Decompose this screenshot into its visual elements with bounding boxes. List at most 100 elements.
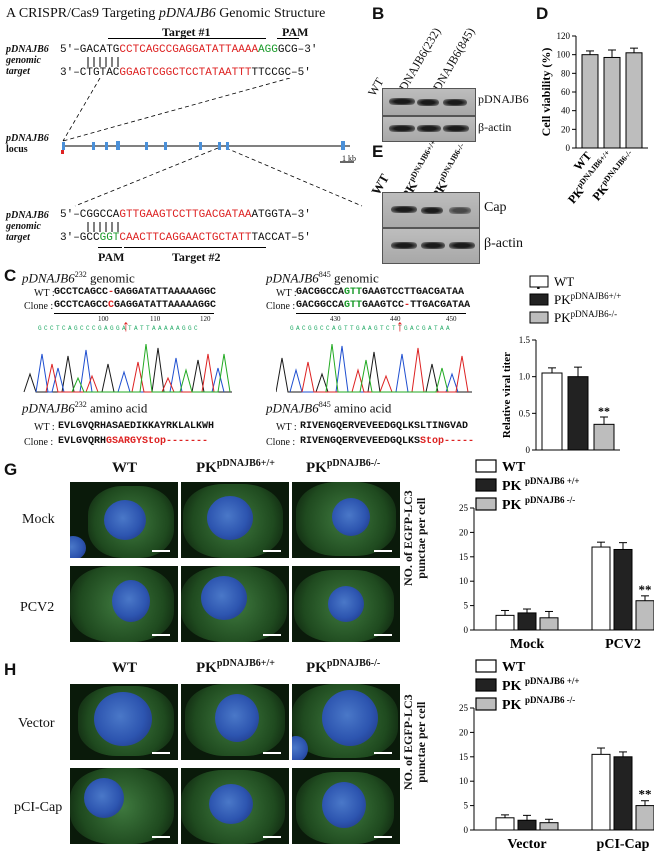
micrograph-g-wt-mock	[70, 482, 178, 558]
y-tick-label: 25	[459, 703, 469, 713]
bar	[495, 614, 515, 631]
legend-swatch	[529, 311, 549, 324]
h-col-2: PKpDNAJB6-/-	[306, 658, 381, 676]
micrograph-h-pk-ko-cap	[292, 768, 400, 844]
bar	[625, 52, 643, 149]
blot-e-row-label-1: Cap	[484, 200, 507, 215]
seq2-pair-ticks	[87, 222, 119, 232]
y-tick-label: 0	[526, 445, 531, 455]
blot-e-row-1	[382, 192, 480, 228]
c-right-underline	[296, 313, 466, 314]
x-tick-label: Mock	[510, 637, 544, 652]
c-left-tick-0: 100	[98, 315, 109, 323]
bar	[635, 600, 654, 631]
legend-label: PK pDNAJB6 +/+	[502, 676, 579, 694]
blot-b-row-label-2: β-actin	[478, 120, 512, 134]
legend-swatch	[529, 293, 549, 306]
legend-label: PKpDNAJB6+/+	[554, 291, 621, 307]
y-tick-label: 100	[557, 50, 571, 60]
c-aa-right-wt-seq: RIVENGQERVEVEEDGQLKSLTINGVAD	[300, 421, 469, 432]
c-right-clone-seq: GACGGCCAGTTGAAGTCC-TTGACGATAA	[296, 300, 471, 311]
bar	[591, 753, 611, 831]
y-tick-label: 0	[464, 625, 469, 635]
legend-label: PKpDNAJB6-/-	[554, 309, 617, 325]
panel-a-title: A CRISPR/Cas9 Targeting pDNAJB6 Genomic …	[6, 6, 326, 21]
y-tick-label: 0	[566, 143, 571, 153]
band	[421, 242, 445, 249]
c-left-title: pDNAJB6232 genomic	[22, 270, 135, 286]
legend-label: WT	[502, 460, 526, 475]
c-left-wt-label: WT :	[34, 288, 55, 299]
y-tick-label: 15	[459, 552, 469, 562]
bar	[635, 805, 654, 831]
micrograph-h-wt-cap	[70, 768, 178, 844]
y-tick-label: 120	[557, 31, 571, 41]
bar	[495, 817, 515, 831]
c-right-tick-1: 440	[390, 315, 401, 323]
c-right-tick-2: 450	[446, 315, 457, 323]
y-tick-label: 25	[459, 503, 469, 513]
pam-underline	[277, 38, 299, 39]
legend-swatch	[475, 497, 497, 511]
c-aa-right-wt-label: WT :	[276, 422, 297, 433]
g-col-0: WT	[112, 460, 138, 476]
band	[449, 242, 475, 249]
panel-g-label: G	[4, 460, 18, 479]
c-aa-right-clone-label: Clone :	[266, 437, 296, 448]
h-col-1: PKpDNAJB6+/+	[196, 658, 275, 676]
legend-label: PK pDNAJB6 -/-	[502, 495, 575, 513]
bar	[603, 56, 621, 149]
h-row-1: pCI-Cap	[14, 800, 63, 815]
x-tick-label: PCV2	[605, 637, 641, 652]
c-aa-left-title: pDNAJB6232 amino acid	[22, 400, 148, 416]
locus-label: pDNAJB6 locus	[6, 133, 49, 155]
legend-swatch	[475, 697, 497, 711]
panel-e-label: E	[372, 142, 384, 161]
c-right-title: pDNAJB6845 genomic	[266, 270, 379, 286]
seq1-top: 5'–GACATGCCTCAGCCGAGGATATTAAAAAGGGCG–3'	[60, 44, 318, 56]
y-tick-label: 20	[561, 124, 571, 134]
micrograph-g-pk-ko-mock	[292, 482, 400, 558]
micrograph-h-pk-ko-vector	[292, 684, 400, 760]
significance-label: **	[598, 404, 610, 418]
c-left-chromatogram	[23, 343, 232, 393]
c-left-tick-2: 120	[200, 315, 211, 323]
x-tick-label: PKpDNAJB6-/-	[589, 148, 639, 203]
bar	[613, 548, 633, 631]
scale-bar-label: 1 kb	[342, 154, 356, 163]
g-col-1: PKpDNAJB6+/+	[196, 458, 275, 476]
c-aa-right-title: pDNAJB6845 amino acid	[266, 400, 392, 416]
y-tick-label: 10	[459, 576, 469, 586]
c-aa-left-wt-label: WT :	[34, 422, 55, 433]
x-tick-label: Vector	[507, 837, 546, 852]
y-tick-label: 1.5	[519, 335, 531, 345]
bar	[539, 617, 559, 631]
y-tick-label: 40	[561, 106, 571, 116]
legend-label: WT	[554, 274, 574, 289]
y-tick-label: 20	[459, 727, 469, 737]
legend-sup: pDNAJB6-/-	[571, 309, 618, 319]
blot-e-row-2	[382, 228, 480, 264]
legend-swatch	[475, 659, 497, 673]
blot-b-row-2	[382, 116, 476, 142]
g-col-2: PKpDNAJB6-/-	[306, 458, 381, 476]
y-tick-label: 10	[459, 776, 469, 786]
g-ylabel: NO. of EGFP-LC3 punctae per cell	[401, 490, 428, 586]
pam-underline-2	[98, 247, 122, 248]
y-tick-label: 5	[464, 801, 469, 811]
y-axis-label: Relative viral titer	[501, 352, 513, 438]
blot-b-row-label-1: pDNAJB6	[478, 92, 529, 106]
legend-swatch	[529, 275, 549, 288]
locus-diagram	[61, 78, 363, 207]
y-tick-label: 15	[459, 752, 469, 762]
c-right-wt-seq: GACGGCCAGTTGAAGTCCTTGACGATAA	[296, 287, 465, 298]
significance-label: **	[639, 582, 652, 597]
legend-swatch	[475, 459, 497, 473]
c-right-tick-0: 430	[330, 315, 341, 323]
g-row-0: Mock	[22, 512, 55, 527]
legend-label: PK pDNAJB6 -/-	[502, 695, 575, 713]
target1-underline	[108, 38, 266, 39]
c-aa-right-clone-seq: RIVENGQERVEVEEDGQLKSStop-----	[300, 436, 475, 447]
